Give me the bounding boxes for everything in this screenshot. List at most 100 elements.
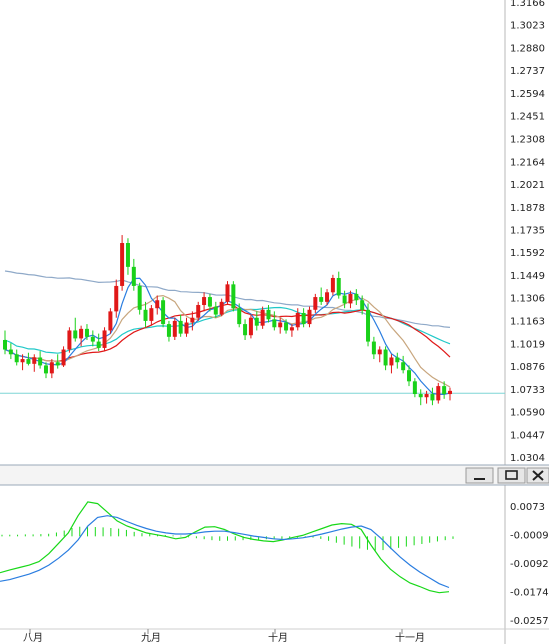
candle-body <box>190 317 195 323</box>
candle-body <box>26 359 31 364</box>
indicator-title-bar <box>0 465 549 485</box>
candle-body <box>38 357 43 366</box>
price-tick-label: 1.2021 <box>510 180 545 191</box>
maximize-icon <box>505 470 518 480</box>
candle-body <box>278 322 283 328</box>
price-tick-label: 1.2880 <box>510 43 545 54</box>
candle-body <box>436 386 441 401</box>
indicator-tick-label: -0.0009 <box>510 530 549 541</box>
candle-body <box>418 394 423 398</box>
candle-body <box>248 317 253 336</box>
candle-body <box>161 300 166 325</box>
close-button[interactable] <box>526 467 549 484</box>
maximize-button[interactable] <box>497 467 526 484</box>
x-tick-label: 八月 <box>23 632 43 644</box>
indicator-line-slow <box>0 515 450 589</box>
price-tick-label: 1.1163 <box>510 316 545 327</box>
candle-body <box>213 306 218 315</box>
ma-line-10 <box>4 294 451 388</box>
candle-body <box>407 370 412 382</box>
candle-body <box>360 300 365 310</box>
candle-body <box>254 317 259 326</box>
price-tick-label: 1.0590 <box>510 408 545 419</box>
candle-body <box>295 312 300 328</box>
candle-body <box>49 362 54 374</box>
price-tick-label: 1.2308 <box>510 134 545 145</box>
candle-body <box>14 354 19 363</box>
candle-body <box>137 285 142 310</box>
candle-body <box>20 359 25 363</box>
candle-body <box>155 300 160 309</box>
price-tick-label: 1.1878 <box>510 203 545 214</box>
price-tick-label: 1.1306 <box>510 294 545 305</box>
candle-body <box>67 330 72 350</box>
candle-body <box>149 308 154 321</box>
candle-body <box>336 277 341 296</box>
price-tick-label: 1.2451 <box>510 112 545 123</box>
candle-body <box>125 243 130 267</box>
candle-body <box>102 330 107 348</box>
candle-body <box>231 284 236 309</box>
candle-body <box>342 295 347 304</box>
indicator-line-fast <box>0 501 450 594</box>
price-tick-label: 1.2737 <box>510 66 545 77</box>
ma-line-30 <box>4 306 451 354</box>
indicator-tick-label: -0.0092 <box>510 559 549 570</box>
candle-body <box>319 297 324 302</box>
candle-body <box>166 324 171 337</box>
time-x-axis: 八月 九月 十月 十一月 <box>0 628 549 644</box>
candle-body <box>395 357 400 363</box>
candle-body <box>8 349 13 355</box>
candle-body <box>73 330 78 339</box>
candle-body <box>377 349 382 355</box>
candle-body <box>131 266 136 286</box>
price-tick-label: 1.2164 <box>510 157 545 168</box>
price-tick-label: 1.0304 <box>510 453 545 464</box>
candle-body <box>401 362 406 371</box>
x-tick-label: 九月 <box>141 632 161 644</box>
candle-body <box>43 365 48 374</box>
indicator-panel[interactable] <box>0 501 454 594</box>
price-tick-label: 1.0447 <box>510 430 545 441</box>
candle-body <box>32 357 37 364</box>
candle-body <box>96 341 101 348</box>
candle-body <box>202 297 207 306</box>
indicator-tick-label: 0.0073 <box>510 502 545 513</box>
candle-body <box>243 324 248 336</box>
candle-body <box>3 339 7 350</box>
candle-body <box>219 301 224 315</box>
candle-body <box>266 309 271 320</box>
price-tick-label: 1.3023 <box>510 21 545 32</box>
candle-body <box>289 327 294 331</box>
candle-body <box>412 381 417 395</box>
candle-body <box>307 309 312 325</box>
candle-body <box>330 277 335 293</box>
candle-body <box>108 311 113 331</box>
candle-body <box>172 320 177 337</box>
indicator-window-controls <box>465 467 549 484</box>
candle-body <box>366 309 371 342</box>
candle-body <box>383 349 388 366</box>
candle-body <box>348 293 353 304</box>
indicator-tick-label: -0.0257 <box>510 616 549 627</box>
price-y-axis: 1.0304 1.0447 1.0590 1.0733 1.0876 1.1019 1.11… <box>510 0 545 464</box>
minimize-button[interactable] <box>465 467 494 484</box>
price-tick-label: 1.1449 <box>510 271 545 282</box>
candle-body <box>354 293 359 301</box>
price-tick-label: 1.2594 <box>510 89 545 100</box>
price-tick-label: 1.1735 <box>510 226 545 237</box>
candle-body <box>237 308 242 325</box>
candle-body <box>207 297 212 307</box>
price-tick-label: 1.0733 <box>510 385 545 396</box>
candle-body <box>325 292 330 302</box>
candle-body <box>225 284 230 302</box>
candle-body <box>448 390 452 395</box>
candle-body <box>84 328 89 337</box>
candle-body <box>143 309 148 321</box>
candle-body <box>61 349 66 366</box>
indicator-y-axis: 0.0073 -0.0009 -0.0092 -0.0174 -0.0257 <box>510 502 549 627</box>
price-tick-label: 1.1592 <box>510 248 545 259</box>
candle-body <box>424 394 429 398</box>
